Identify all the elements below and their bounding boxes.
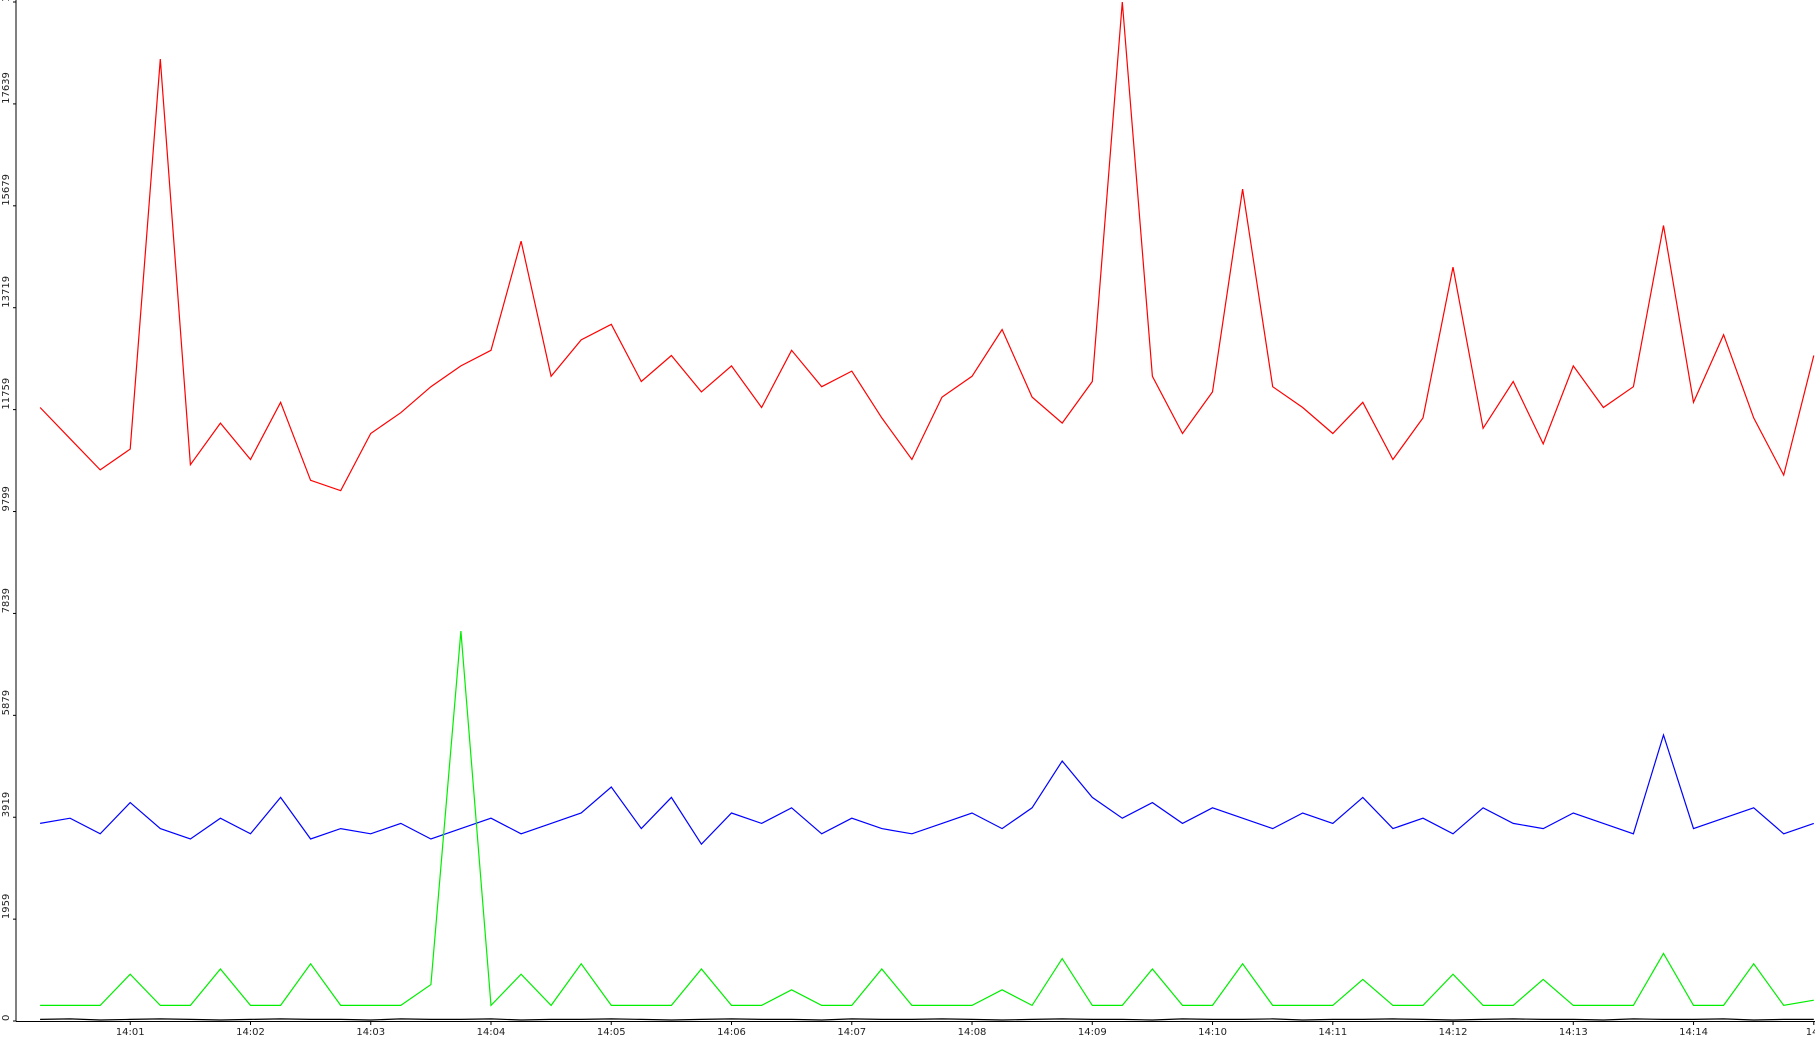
y-tick-label: 13719 [1, 276, 12, 308]
x-tick-label: 14:06 [717, 1027, 746, 1038]
x-tick-label: 14:09 [1078, 1027, 1107, 1038]
y-tick-label: 0 [1, 1015, 12, 1021]
x-tick-label: 14:07 [837, 1027, 866, 1038]
series-line [40, 631, 1814, 1007]
x-tick-label: 14:11 [1318, 1027, 1347, 1038]
y-tick-label: 3919 [1, 792, 12, 817]
x-tick-label: 14: [1806, 1027, 1815, 1038]
x-tick-label: 14:12 [1439, 1027, 1468, 1038]
series-line [40, 1018, 1814, 1021]
series-line [39, 1, 1815, 492]
x-tick-label: 14:02 [236, 1027, 265, 1038]
y-tick-label: 19599 [1, 0, 12, 2]
y-tick-label: 11759 [1, 378, 12, 410]
y-tick-label: 9799 [1, 486, 12, 511]
x-tick-label: 14:03 [356, 1027, 385, 1038]
y-tick-label: 5879 [1, 690, 12, 715]
x-tick-label: 14:13 [1559, 1027, 1588, 1038]
x-tick-label: 14:04 [477, 1027, 506, 1038]
y-tick-label: 15679 [1, 174, 12, 206]
x-tick-label: 14:10 [1198, 1027, 1227, 1038]
y-tick-label: 17639 [1, 72, 12, 104]
x-tick-label: 14:14 [1679, 1027, 1708, 1038]
x-tick-label: 14:05 [597, 1027, 626, 1038]
y-tick-label: 7839 [1, 588, 12, 613]
x-tick-label: 14:08 [958, 1027, 987, 1038]
x-tick-label: 14:01 [116, 1027, 145, 1038]
y-tick-label: 1959 [1, 894, 12, 919]
series-line [39, 732, 1814, 846]
